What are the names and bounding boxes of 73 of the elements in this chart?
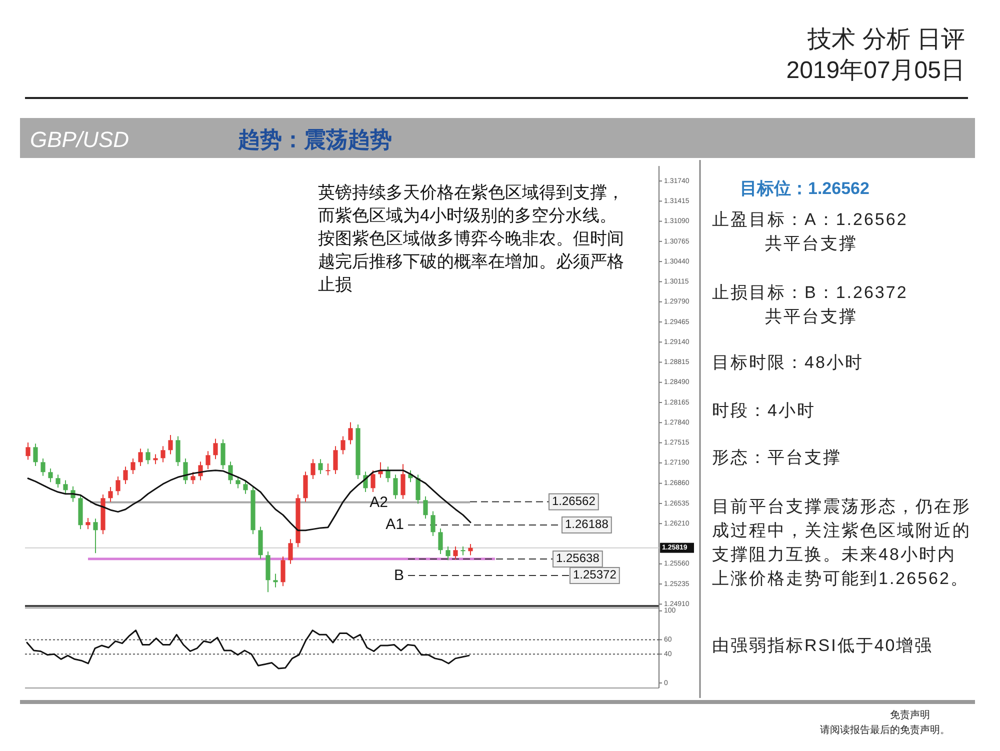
text: 目标位：1.26562 — [740, 179, 870, 198]
candlestick — [400, 464, 406, 500]
candlestick — [33, 443, 38, 466]
line-series — [26, 630, 470, 670]
candlestick — [116, 476, 120, 496]
candlestick — [108, 486, 113, 502]
candlestick — [48, 468, 53, 483]
candlestick — [386, 466, 390, 483]
text: 止盈目标：A：1.26562 — [712, 209, 909, 231]
candlestick — [206, 450, 210, 470]
candlestick — [86, 518, 90, 530]
text: 请阅读报告最后的免责声明。 — [819, 725, 950, 737]
candlestick — [416, 474, 420, 504]
candlestick — [176, 436, 180, 466]
candlestick — [26, 442, 30, 460]
candlestick — [288, 538, 293, 564]
candlestick — [273, 573, 278, 588]
text: 免责声明 — [889, 710, 931, 722]
text: 2019年07月05日 — [786, 57, 965, 84]
annotation: 英镑持续多天价格在紫色区域得到支撑，而紫色区域为4小时级别的多空分水线。按图紫色区域做多博弈今晚非农。但时间越完后推移下破的概率在增加。必须严格止损 — [318, 182, 625, 296]
annotation: A2 — [370, 494, 388, 511]
candlestick — [326, 463, 330, 476]
candlestick — [393, 474, 398, 500]
text: 由强弱指标RSI低于40增强 — [712, 635, 934, 657]
candlestick — [183, 458, 188, 484]
candlestick — [160, 446, 166, 463]
candlestick — [93, 518, 98, 554]
candlestick — [123, 466, 128, 484]
text: 目前平台支撑震荡形态，仍在形成过程中，关注紫色区域附近的支撑阻力互换。未来48小时内上涨价格走势可能到1.26562。 — [712, 496, 972, 590]
candlestick — [153, 454, 158, 465]
candlestick — [348, 422, 353, 445]
ref-line-label: 1.26188 — [565, 517, 609, 532]
candlestick — [243, 480, 248, 494]
candlestick — [446, 546, 450, 561]
candlestick — [468, 544, 473, 556]
candlestick — [303, 471, 308, 502]
candlestick — [40, 458, 46, 476]
text: 形态：平台支撑 — [712, 447, 842, 469]
candlestick — [333, 446, 338, 475]
text: 共平台支撑 — [765, 306, 858, 328]
candlestick — [430, 510, 436, 536]
candlestick — [220, 438, 226, 470]
text: 时段：4小时 — [712, 400, 816, 422]
ref-line-label: 1.26562 — [552, 494, 596, 508]
candlestick — [340, 436, 346, 455]
annotation: A1 — [386, 516, 404, 533]
candlestick — [146, 448, 150, 465]
candlestick — [310, 458, 316, 480]
candlestick — [236, 476, 240, 489]
candlestick — [318, 458, 323, 475]
candlestick — [56, 474, 60, 488]
candlestick — [213, 438, 218, 460]
candlestick — [453, 546, 458, 560]
candlestick — [280, 556, 286, 587]
chart-title: GBP/USD — [30, 127, 130, 152]
text: 技术 分析 日评 — [806, 26, 965, 53]
ref-line-label: 1.25372 — [573, 568, 617, 582]
text: 目标时限：48小时 — [712, 352, 864, 374]
candlestick — [228, 461, 233, 484]
text: 止损目标：B：1.26372 — [712, 282, 909, 304]
candlestick — [198, 461, 203, 481]
candlestick — [168, 434, 173, 455]
candlestick — [370, 470, 376, 493]
candlestick — [63, 480, 68, 494]
candlestick — [130, 458, 136, 475]
ref-line-label: 1.25638 — [556, 551, 600, 566]
chart-subtitle: 趋势：震荡趋势 — [237, 127, 392, 152]
candlestick — [438, 528, 443, 554]
annotation: B — [394, 566, 404, 584]
candlestick — [190, 472, 196, 484]
candlestick — [423, 496, 428, 520]
text: 共平台支撑 — [765, 233, 858, 255]
candlestick — [138, 448, 143, 466]
